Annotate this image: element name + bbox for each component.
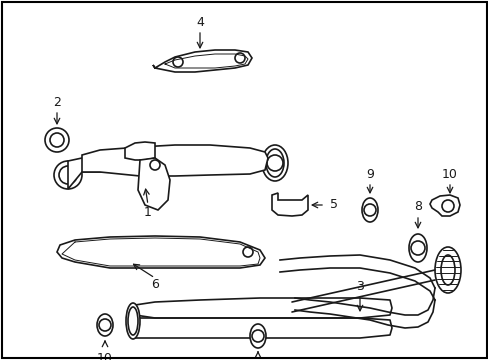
Polygon shape [68,152,135,189]
Ellipse shape [434,247,460,293]
Ellipse shape [265,149,284,177]
Polygon shape [153,50,251,72]
Text: 5: 5 [329,198,337,211]
Ellipse shape [249,324,265,348]
Text: 8: 8 [413,201,421,213]
Text: 1: 1 [144,206,152,219]
Ellipse shape [408,234,426,262]
Text: 2: 2 [53,95,61,108]
Polygon shape [429,195,459,216]
Text: 6: 6 [151,279,159,292]
Text: 4: 4 [196,15,203,28]
Text: 3: 3 [355,280,363,293]
Ellipse shape [126,303,140,339]
Circle shape [54,161,82,189]
Polygon shape [125,142,155,160]
Text: 9: 9 [366,168,373,181]
Polygon shape [82,145,267,176]
Polygon shape [57,236,264,268]
Polygon shape [138,158,170,210]
Text: 10: 10 [97,352,113,360]
Text: 10: 10 [441,168,457,181]
Circle shape [45,128,69,152]
Ellipse shape [97,314,113,336]
Polygon shape [271,193,307,216]
Ellipse shape [361,198,377,222]
